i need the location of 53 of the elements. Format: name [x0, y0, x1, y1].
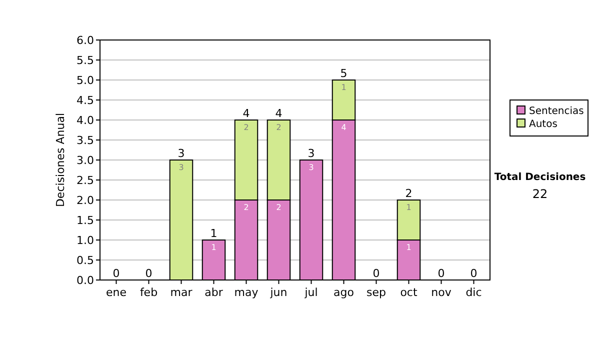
x-tick-label: jun — [269, 286, 288, 299]
data-label: 2 — [276, 203, 282, 212]
y-tick-label: 1.0 — [76, 234, 94, 247]
x-tick-label: ene — [106, 286, 127, 299]
x-tick-label: jul — [304, 286, 318, 299]
data-label: 2 — [244, 203, 249, 212]
y-tick-label: 4.0 — [76, 114, 94, 127]
x-tick-label: feb — [140, 286, 158, 299]
y-tick-label: 3.5 — [76, 134, 94, 147]
total-label: 2 — [405, 187, 412, 200]
data-label: 1 — [406, 203, 412, 212]
data-label: 2 — [276, 123, 282, 132]
total-label: 3 — [178, 147, 185, 160]
total-label: 0 — [470, 267, 478, 280]
y-tick-label: 6.0 — [76, 34, 94, 47]
total-label: 4 — [275, 107, 282, 120]
y-tick-label: 2.0 — [76, 194, 94, 207]
legend-label: Sentencias — [529, 106, 584, 117]
total-label: 4 — [242, 107, 250, 120]
total-label: 0 — [145, 267, 152, 280]
total-label: 3 — [308, 147, 315, 160]
total-label: 0 — [372, 267, 380, 280]
x-tick-label: may — [234, 286, 259, 299]
total-label: 0 — [112, 267, 120, 280]
text: 22 — [532, 187, 548, 201]
y-tick-label: 1.5 — [76, 214, 94, 227]
data-label: 2 — [244, 123, 249, 132]
data-label: 3 — [178, 163, 184, 172]
x-tick-label: abr — [204, 286, 224, 299]
data-label: 1 — [406, 243, 412, 252]
data-label: 1 — [211, 243, 216, 252]
data-label: 1 — [341, 83, 346, 92]
y-tick-label: 2.5 — [76, 174, 94, 187]
legend-label: Autos — [529, 119, 558, 130]
x-tick-label: ago — [334, 286, 354, 299]
data-label: 3 — [308, 163, 314, 172]
total-label: 1 — [210, 227, 218, 240]
total-label: 5 — [340, 67, 348, 80]
x-tick-label: nov — [431, 286, 452, 299]
total-label: 0 — [438, 267, 445, 280]
x-tick-label: dic — [466, 286, 482, 299]
y-tick-label: 0.0 — [76, 274, 94, 287]
x-tick-label: oct — [400, 286, 418, 299]
text: Total Decisiones — [494, 172, 586, 183]
x-tick-label: mar — [170, 286, 193, 299]
y-tick-label: 0.5 — [76, 254, 94, 267]
data-label: 4 — [341, 123, 346, 132]
y-tick-label: 3.0 — [76, 154, 94, 167]
y-tick-label: 5.5 — [76, 54, 94, 67]
x-tick-label: sep — [366, 286, 386, 299]
y-axis-title: Decisiones Anual — [54, 112, 67, 208]
y-tick-label: 4.5 — [76, 94, 94, 107]
y-tick-label: 5.0 — [76, 74, 94, 87]
